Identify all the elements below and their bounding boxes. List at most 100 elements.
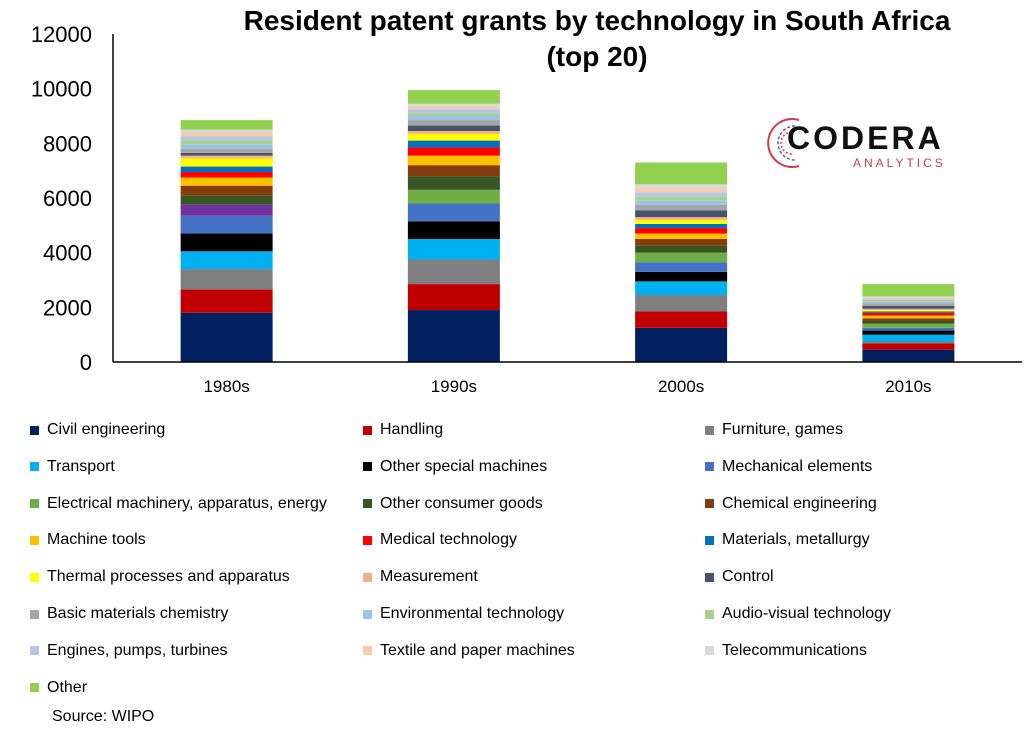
- bar-segment: [407, 120, 500, 126]
- x-tick-label: 2000s: [658, 377, 704, 396]
- legend-label: Transport: [47, 457, 115, 475]
- bars: [180, 90, 955, 362]
- legend-label: Other special machines: [380, 457, 548, 475]
- bar-segment: [635, 228, 728, 234]
- legend-swatch: [30, 535, 39, 545]
- logo-mark-icon: [767, 118, 800, 168]
- bar-segment: [180, 140, 273, 145]
- bar-segment: [180, 144, 273, 149]
- bar-segment: [407, 203, 500, 222]
- legend-item: Materials, metallurgy: [705, 530, 870, 550]
- legend-swatch: [705, 572, 714, 582]
- bar-segment: [635, 200, 728, 205]
- legend-swatch: [363, 499, 372, 509]
- x-tick-label: 1980s: [203, 377, 249, 396]
- legend-swatch: [705, 535, 714, 545]
- bar-segment: [862, 301, 955, 304]
- legend-label: Control: [722, 568, 774, 586]
- legend-swatch: [30, 499, 39, 509]
- legend-item: Telecommunications: [705, 641, 867, 661]
- legend-item: Other consumer goods: [363, 494, 543, 514]
- bar-segment: [407, 165, 500, 177]
- bar-segment: [407, 133, 500, 141]
- bar-segment: [180, 195, 273, 205]
- bar-segment: [635, 245, 728, 253]
- x-axis-categories: 1980s 1990s 2000s 2010s: [203, 377, 931, 396]
- legend-item: Environmental technology: [363, 604, 564, 624]
- legend-label: Audio-visual technology: [722, 605, 891, 622]
- legend-swatch: [30, 646, 39, 656]
- bar-segment: [635, 162, 728, 185]
- bar-segment: [635, 204, 728, 211]
- bar-segment: [407, 109, 500, 114]
- bar-segment: [635, 281, 728, 296]
- legend-item: Other special machines: [363, 457, 547, 477]
- legend-swatch: [705, 462, 714, 472]
- bar-segment: [407, 103, 500, 107]
- bar-segment: [635, 223, 728, 229]
- legend-label: Thermal processes and apparatus: [47, 568, 290, 586]
- bar-segment: [862, 312, 955, 316]
- legend-swatch: [363, 535, 372, 545]
- bar-segment: [407, 116, 500, 121]
- bar-segment: [862, 284, 955, 297]
- legend-label: Machine tools: [47, 531, 146, 549]
- y-tick-label: 8000: [43, 131, 92, 156]
- bar-segment: [635, 210, 728, 218]
- bar-segment: [862, 308, 955, 311]
- x-tick-label: 2010s: [885, 377, 931, 396]
- bar-segment: [635, 196, 728, 201]
- legend-item: Handling: [363, 420, 443, 440]
- legend-swatch: [705, 499, 714, 509]
- bar-segment: [635, 217, 728, 220]
- bar-segment: [635, 295, 728, 312]
- bar-segment: [180, 136, 273, 141]
- legend-label: Other consumer goods: [380, 494, 543, 512]
- legend-swatch: [363, 646, 372, 656]
- legend-item: Basic materials chemistry: [30, 604, 228, 624]
- bar-segment: [180, 289, 273, 313]
- legend-label: Furniture, games: [722, 421, 843, 438]
- legend-item: Control: [705, 567, 774, 587]
- legend-item: Textile and paper machines: [363, 641, 575, 661]
- legend-label: Engines, pumps, turbines: [47, 641, 228, 659]
- bar-segment: [180, 215, 273, 234]
- bar-segment: [180, 185, 273, 196]
- legend-swatch: [363, 572, 372, 582]
- legend-label: Mechanical elements: [722, 457, 873, 475]
- legend-item: Transport: [30, 457, 115, 477]
- y-tick-label: 10000: [31, 77, 92, 102]
- bar-segment: [862, 310, 955, 312]
- bar-segment: [407, 113, 500, 116]
- legend-swatch: [363, 609, 372, 619]
- legend-swatch: [30, 462, 39, 472]
- bar-segment: [407, 259, 500, 285]
- bar-segment: [635, 188, 728, 193]
- bar-segment: [407, 176, 500, 190]
- bar-segment: [862, 303, 955, 306]
- bar-segment: [180, 269, 273, 290]
- legend-swatch: [30, 572, 39, 582]
- bar-segment: [862, 327, 955, 331]
- legend-label: Electrical machinery, apparatus, energy: [47, 494, 327, 512]
- bar-segment: [635, 311, 728, 328]
- bar-segment: [862, 343, 955, 350]
- legend-label: Measurement: [380, 568, 478, 586]
- source-note: Source: WIPO: [52, 708, 155, 725]
- bar-segment: [407, 239, 500, 260]
- bar-segment: [407, 140, 500, 148]
- bar-segment: [180, 233, 273, 252]
- legend-item: Measurement: [363, 567, 478, 587]
- bar-segment: [862, 299, 955, 301]
- bar-segment: [635, 327, 728, 362]
- bar-segment: [862, 315, 955, 319]
- legend-item: Mechanical elements: [705, 457, 872, 477]
- legend-swatch: [705, 646, 714, 656]
- bar-segment: [862, 305, 955, 309]
- bar-segment: [407, 125, 500, 132]
- bar-segment: [407, 90, 500, 104]
- legend-label: Handling: [380, 421, 444, 438]
- legend-label: Telecommunications: [722, 641, 867, 659]
- bar-segment: [635, 233, 728, 239]
- chart: Resident patent grants by technology in …: [31, 5, 1022, 396]
